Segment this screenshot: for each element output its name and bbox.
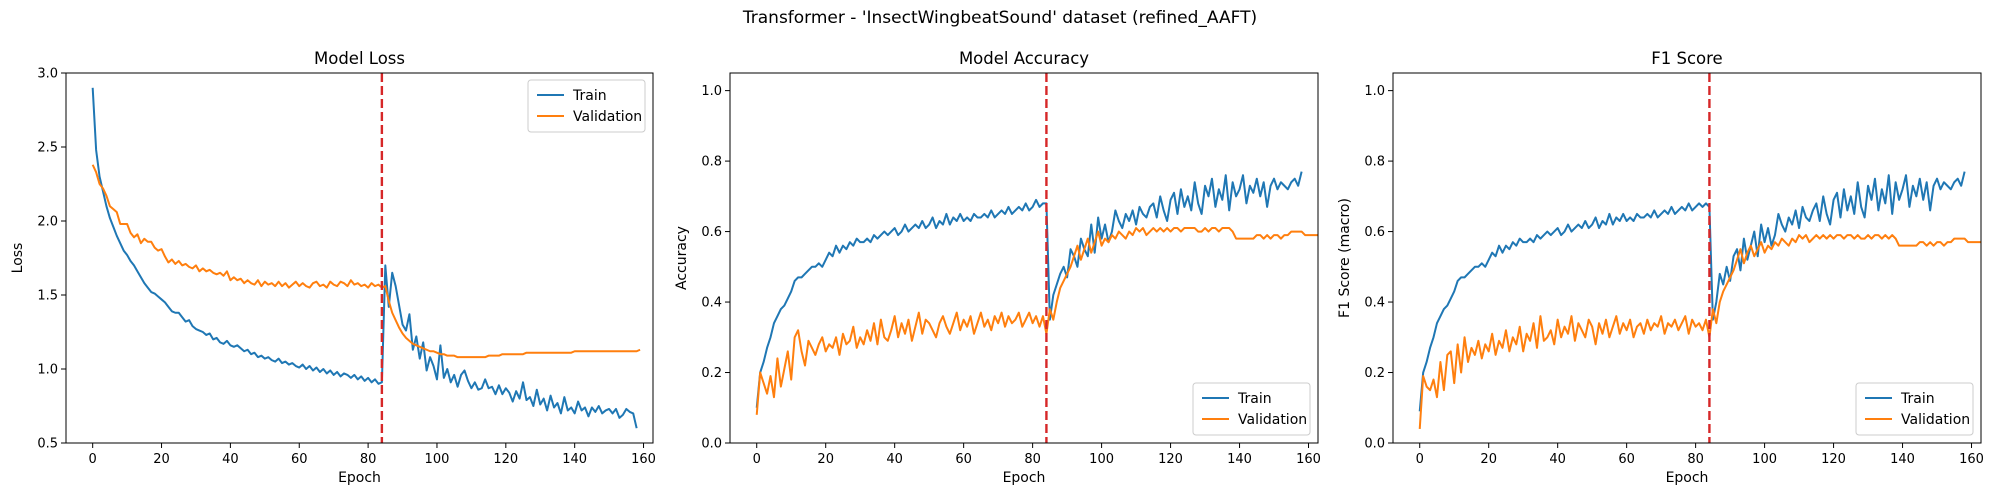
axes-frame: [1392, 72, 1982, 444]
y-tick-label: 0.8: [1364, 155, 1385, 170]
legend-box: [1855, 382, 1974, 436]
legend-box: [527, 79, 646, 133]
chart-panels: Model Loss 0 20 40 60 80 100 120 140 160 0.5 1.0 1.5…: [10, 49, 1984, 486]
x-tick-label: 60: [1618, 452, 1635, 467]
y-tick-label: 1.0: [37, 363, 58, 378]
x-tick-label: 80: [1024, 452, 1041, 467]
legend: Train Validation: [1192, 382, 1311, 436]
legend-label-validation: Validation: [1238, 412, 1307, 428]
x-tick-label: 40: [886, 452, 903, 467]
series-line-validation: [91, 164, 641, 359]
y-tick-label: 0.0: [701, 437, 722, 452]
y-tick-label: 0.8: [701, 155, 722, 170]
x-axis-label: Epoch: [338, 470, 381, 486]
x-tick-label: 0: [753, 452, 761, 467]
x-tick-label: 140: [1890, 452, 1915, 467]
x-tick-label: 60: [955, 452, 972, 467]
y-tick-label: 0.2: [701, 366, 722, 381]
legend: Train Validation: [527, 79, 646, 133]
legend-label-train: Train: [1900, 391, 1935, 407]
x-tick-label: 120: [1821, 452, 1846, 467]
x-tick-label: 0: [1416, 452, 1424, 467]
legend-label-validation: Validation: [1901, 412, 1970, 428]
y-tick-label: 3.0: [37, 67, 58, 82]
x-axis-label: Epoch: [1003, 470, 1046, 486]
y-axis-label: F1 Score (macro): [1337, 198, 1353, 318]
y-tick-label: 0.4: [701, 296, 722, 311]
x-tick-label: 100: [1089, 452, 1114, 467]
y-axis-label: Loss: [10, 243, 26, 274]
plot-area: [1418, 73, 1981, 443]
x-tick-label: 0: [89, 452, 97, 467]
plot-area: [91, 73, 641, 443]
axis-title: Model Accuracy: [959, 49, 1089, 68]
chart-panel-1: Model Loss 0 20 40 60 80 100 120 140 160 0.5 1.0 1.5…: [10, 49, 656, 486]
y-tick-label: 0.6: [701, 225, 722, 240]
series-line-train: [1418, 171, 1966, 412]
figure-suptitle: Transformer - 'InsectWingbeatSound' data…: [742, 8, 1257, 28]
series-line-train: [755, 171, 1303, 408]
y-tick-label: 2.0: [37, 215, 58, 230]
axis-title: F1 Score: [1651, 49, 1722, 68]
x-tick-label: 140: [1227, 452, 1252, 467]
x-axis-label: Epoch: [1666, 470, 1709, 486]
axis-title: Model Loss: [314, 49, 405, 68]
x-tick-label: 60: [291, 452, 308, 467]
x-tick-label: 20: [1480, 452, 1497, 467]
y-tick-label: 0.5: [37, 437, 58, 452]
x-tick-label: 40: [222, 452, 239, 467]
x-tick-label: 20: [153, 452, 170, 467]
legend-label-train: Train: [572, 88, 607, 104]
x-tick-label: 120: [1158, 452, 1183, 467]
chart-panel-2: Model Accuracy 0 20 40 60 80 100 120 140 160 0.0 0.…: [674, 49, 1321, 486]
x-tick-label: 20: [817, 452, 834, 467]
legend: Train Validation: [1855, 382, 1974, 436]
y-tick-label: 1.0: [701, 84, 722, 99]
legend-box: [1192, 382, 1311, 436]
x-tick-label: 100: [1752, 452, 1777, 467]
y-tick-label: 0.4: [1364, 296, 1385, 311]
axes-frame: [729, 72, 1319, 444]
y-tick-label: 0.2: [1364, 366, 1385, 381]
y-axis-label: Accuracy: [674, 226, 690, 290]
legend-label-train: Train: [1237, 391, 1272, 407]
x-tick-label: 80: [360, 452, 377, 467]
x-tick-label: 140: [562, 452, 587, 467]
x-tick-label: 120: [493, 452, 518, 467]
y-tick-label: 1.0: [1364, 84, 1385, 99]
x-tick-label: 80: [1687, 452, 1704, 467]
y-tick-label: 2.5: [37, 141, 58, 156]
axes-frame: [65, 72, 654, 444]
x-tick-label: 100: [425, 452, 450, 467]
plot-area: [755, 73, 1318, 443]
x-tick-label: 160: [1959, 452, 1984, 467]
series-line-train: [91, 87, 638, 429]
x-tick-label: 160: [1296, 452, 1321, 467]
chart-panel-3: F1 Score 0 20 40 60 80 100 120 140 160 0.0 0.2 0.4 0.…: [1337, 49, 1984, 486]
legend-label-validation: Validation: [573, 109, 642, 125]
series-line-validation: [755, 227, 1318, 415]
x-tick-label: 40: [1549, 452, 1566, 467]
y-tick-label: 1.5: [37, 289, 58, 304]
y-tick-label: 0.0: [1364, 437, 1385, 452]
x-tick-label: 160: [631, 452, 656, 467]
y-tick-label: 0.6: [1364, 225, 1385, 240]
series-line-validation: [1418, 234, 1981, 429]
